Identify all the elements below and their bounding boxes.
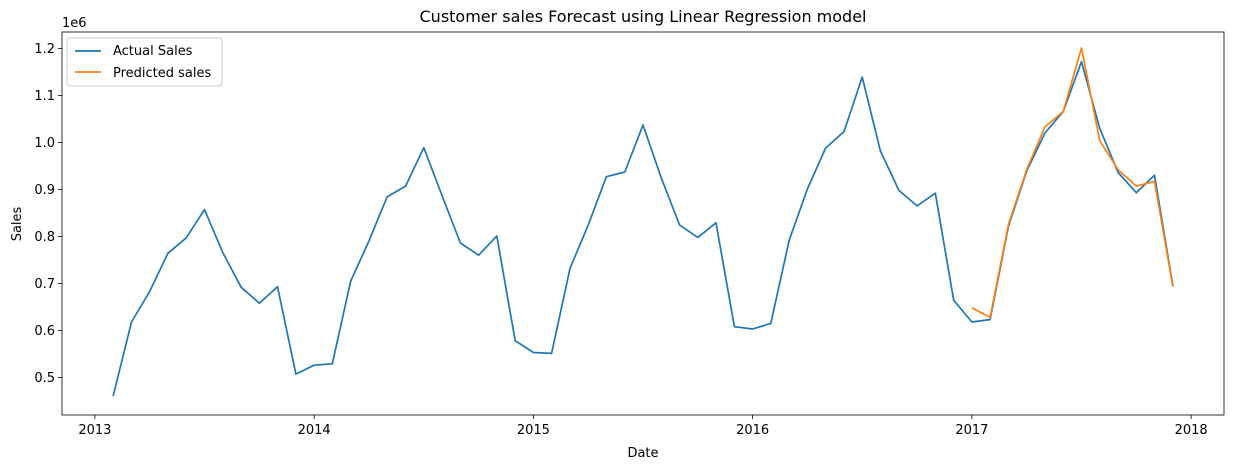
x-tick-label: 2015 bbox=[517, 423, 550, 438]
x-tick-label: 2018 bbox=[1175, 423, 1208, 438]
chart-title: Customer sales Forecast using Linear Reg… bbox=[420, 7, 867, 26]
x-axis-label: Date bbox=[627, 446, 658, 461]
y-tick-label: 1.0 bbox=[34, 136, 55, 151]
x-axis: 2013 2014 2015 2016 2017 2018 bbox=[78, 415, 1208, 438]
x-tick-label: 2014 bbox=[298, 423, 331, 438]
y-axis-label: Sales bbox=[10, 206, 25, 241]
plot-area bbox=[61, 31, 1225, 416]
x-tick-label: 2016 bbox=[736, 423, 769, 438]
legend: Actual Sales Predicted sales bbox=[66, 37, 223, 87]
y-tick-label: 0.7 bbox=[34, 277, 55, 292]
legend-label-actual-sales: Actual Sales bbox=[113, 44, 193, 59]
y-axis: 0.5 0.6 0.7 0.8 0.9 1.0 1.1 1.2 bbox=[34, 42, 62, 386]
y-tick-label: 1.2 bbox=[34, 42, 55, 57]
series-layer bbox=[112, 47, 1174, 397]
series-line-actual-sales bbox=[112, 60, 1174, 397]
y-tick-label: 0.5 bbox=[34, 371, 55, 386]
x-tick-label: 2017 bbox=[955, 423, 988, 438]
y-tick-label: 1.1 bbox=[34, 89, 55, 104]
series-line-predicted-sales bbox=[971, 47, 1174, 319]
y-offset-label: 1e6 bbox=[62, 16, 87, 31]
legend-box bbox=[66, 37, 223, 87]
y-tick-label: 0.8 bbox=[34, 230, 55, 245]
y-tick-label: 0.6 bbox=[34, 324, 55, 339]
legend-label-predicted-sales: Predicted sales bbox=[113, 66, 212, 81]
x-tick-label: 2013 bbox=[78, 423, 111, 438]
plot-frame bbox=[61, 31, 1225, 416]
y-tick-label: 0.9 bbox=[34, 183, 55, 198]
